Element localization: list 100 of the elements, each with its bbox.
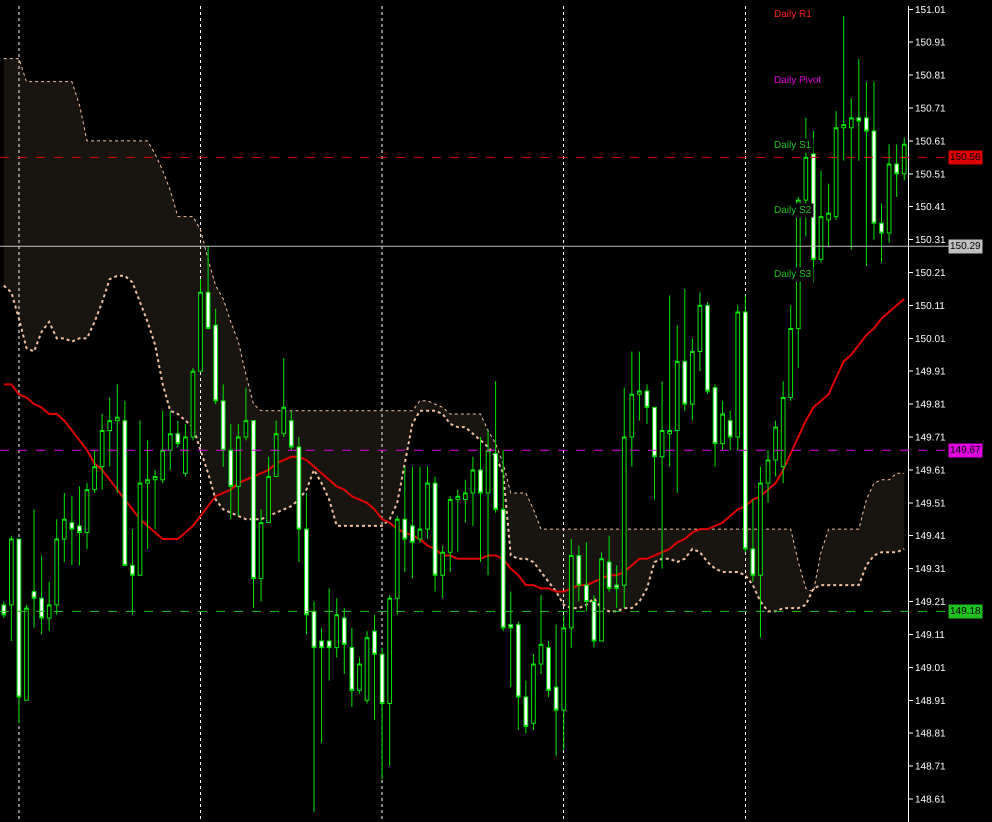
ref-line-label: 149.67 bbox=[950, 445, 982, 456]
candlestick bbox=[220, 384, 226, 468]
y-tick-label: 149.01 bbox=[915, 662, 946, 674]
candlestick bbox=[637, 350, 642, 422]
candlestick bbox=[304, 492, 309, 635]
candlestick bbox=[9, 535, 14, 642]
candlestick bbox=[667, 295, 672, 468]
candlestick bbox=[326, 588, 332, 682]
candlestick bbox=[614, 564, 620, 609]
candlestick bbox=[266, 456, 271, 524]
candlestick bbox=[122, 400, 128, 566]
y-tick-label: 149.21 bbox=[915, 597, 946, 608]
candlestick bbox=[432, 476, 438, 592]
candlestick bbox=[660, 380, 664, 570]
candlestick bbox=[54, 518, 60, 616]
ref-line-label: 149.18 bbox=[950, 606, 982, 617]
annotation: Daily R1 bbox=[774, 9, 812, 20]
y-tick-label: 149.51 bbox=[915, 498, 946, 510]
candlestick bbox=[735, 304, 740, 451]
candlestick bbox=[152, 469, 158, 530]
annotation: Daily S1 bbox=[774, 140, 812, 151]
candlestick bbox=[92, 450, 97, 494]
candlestick bbox=[342, 608, 347, 674]
candlestick bbox=[251, 420, 256, 609]
candlestick bbox=[848, 98, 854, 250]
candlestick bbox=[236, 423, 241, 516]
candlestick bbox=[463, 479, 468, 524]
candlestick bbox=[728, 410, 733, 451]
candlestick bbox=[584, 542, 589, 612]
annotation: Daily S3 bbox=[774, 269, 812, 280]
candlestick bbox=[856, 58, 862, 162]
candlestick bbox=[561, 614, 566, 750]
candlestick bbox=[455, 489, 460, 553]
candlestick bbox=[296, 436, 302, 563]
candlestick bbox=[418, 466, 422, 543]
candlestick bbox=[206, 246, 210, 329]
y-tick-label: 149.81 bbox=[915, 400, 946, 411]
candlestick bbox=[811, 130, 816, 283]
y-tick-label: 149.91 bbox=[915, 366, 946, 378]
y-tick-label: 150.61 bbox=[915, 136, 946, 148]
y-tick-label: 149.61 bbox=[915, 465, 946, 476]
candlestick bbox=[524, 680, 528, 734]
candlestick bbox=[478, 436, 483, 563]
candlestick bbox=[864, 81, 869, 266]
candlestick bbox=[682, 288, 688, 412]
candlestick bbox=[886, 144, 892, 244]
candlestick bbox=[516, 620, 521, 730]
candlestick bbox=[766, 450, 770, 504]
candlestick bbox=[894, 144, 899, 198]
candlestick bbox=[168, 410, 173, 470]
candlestick bbox=[190, 367, 196, 441]
candlestick bbox=[440, 545, 445, 599]
candlestick bbox=[100, 414, 104, 490]
candlestick bbox=[448, 496, 453, 572]
candlestick bbox=[274, 420, 279, 478]
candlestick bbox=[198, 278, 203, 372]
candlestick bbox=[319, 627, 324, 744]
y-tick-label: 149.41 bbox=[915, 531, 946, 542]
candlestick bbox=[228, 423, 234, 520]
annotation: Daily S2 bbox=[774, 205, 812, 216]
candlestick bbox=[818, 170, 824, 264]
y-tick-label: 150.41 bbox=[915, 202, 946, 214]
candlestick bbox=[508, 591, 514, 688]
y-tick-label: 151.01 bbox=[915, 4, 946, 16]
candlestick bbox=[130, 528, 135, 616]
candlestick bbox=[334, 598, 340, 658]
candlestick bbox=[712, 384, 718, 468]
candlestick bbox=[175, 420, 180, 448]
candlestick bbox=[258, 508, 264, 602]
y-tick-label: 150.01 bbox=[915, 334, 946, 345]
candlestick bbox=[288, 410, 294, 451]
candlestick bbox=[705, 302, 710, 395]
candlestick bbox=[674, 324, 680, 494]
y-tick-label: 150.51 bbox=[915, 169, 946, 180]
candlestick bbox=[750, 499, 756, 582]
candlestick bbox=[538, 594, 544, 674]
candlestick bbox=[46, 581, 52, 632]
y-tick-label: 150.11 bbox=[915, 300, 946, 312]
candlestick bbox=[606, 535, 612, 592]
candlestick bbox=[758, 466, 763, 638]
candlestick bbox=[568, 538, 574, 648]
candlestick bbox=[531, 654, 536, 730]
candlestick bbox=[410, 466, 415, 580]
candlestick bbox=[470, 456, 476, 526]
y-tick-label: 148.71 bbox=[915, 762, 946, 773]
candlestick bbox=[387, 594, 392, 767]
candlestick bbox=[780, 380, 786, 484]
candlestick bbox=[281, 358, 286, 438]
candlestick bbox=[834, 110, 838, 220]
candlestick bbox=[872, 81, 876, 240]
y-tick-label: 149.31 bbox=[915, 564, 946, 576]
candlestick bbox=[576, 545, 582, 602]
candlestick bbox=[554, 624, 558, 757]
annotation: Daily Pivot bbox=[774, 75, 822, 86]
candlestick bbox=[145, 440, 150, 550]
y-tick-label: 148.91 bbox=[915, 696, 946, 707]
candlestick bbox=[826, 183, 831, 247]
candlestick bbox=[364, 630, 370, 704]
y-tick-label: 149.71 bbox=[915, 432, 946, 444]
candlestick bbox=[312, 601, 316, 813]
